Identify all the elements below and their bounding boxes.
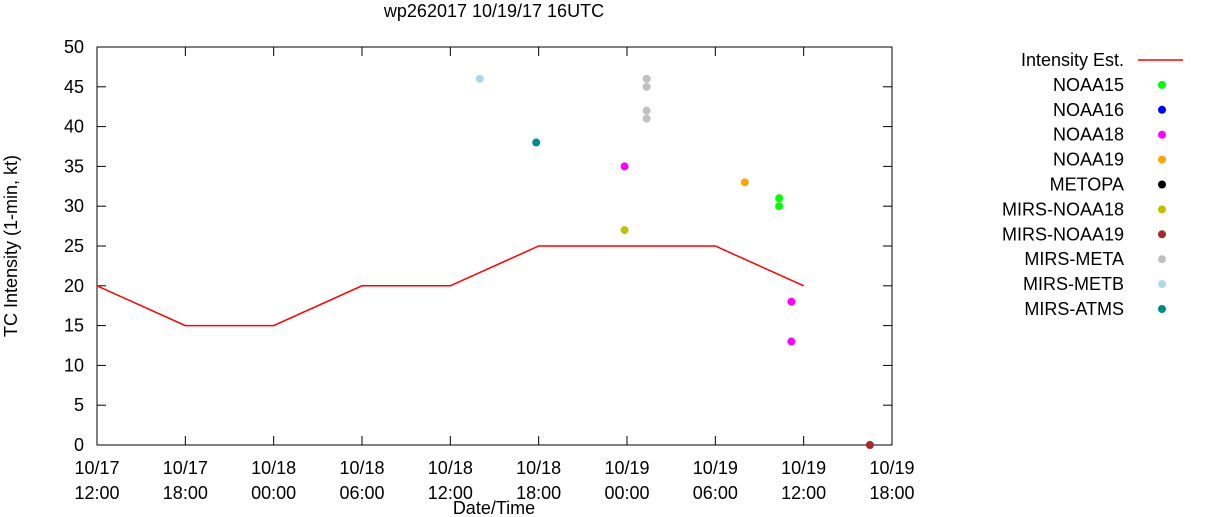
legend-label: Intensity Est. bbox=[1021, 50, 1124, 70]
legend-marker bbox=[1158, 80, 1166, 89]
plot-frame bbox=[96, 46, 893, 446]
x-tick-label-date: 10/19 bbox=[693, 458, 738, 478]
y-tick-label: 35 bbox=[64, 156, 84, 176]
y-tick-label: 0 bbox=[74, 435, 84, 455]
y-tick-label: 20 bbox=[64, 276, 84, 296]
legend-label: MIRS-METB bbox=[1023, 274, 1124, 294]
legend-marker bbox=[1158, 230, 1166, 239]
legend-label: MIRS-NOAA19 bbox=[1002, 224, 1124, 244]
point-noaa15 bbox=[775, 202, 784, 211]
legend: Intensity Est. NOAA15 NOAA16 NOAA18 NOAA19 ME… bbox=[1002, 50, 1183, 319]
point-noaa18 bbox=[787, 337, 796, 346]
x-tick-label-date: 10/19 bbox=[869, 458, 914, 478]
x-tick-label-time: 06:00 bbox=[339, 483, 384, 503]
y-tick-label: 5 bbox=[74, 395, 84, 415]
x-tick-label-date: 10/19 bbox=[781, 458, 826, 478]
legend-label: NOAA16 bbox=[1053, 100, 1124, 120]
x-tick-label-time: 00:00 bbox=[604, 483, 649, 503]
point-mirs-noaa18 bbox=[620, 226, 629, 235]
x-tick-label-time: 06:00 bbox=[693, 483, 738, 503]
legend-marker bbox=[1158, 280, 1166, 289]
x-tick-label-date: 10/18 bbox=[339, 458, 384, 478]
point-mirs-meta bbox=[642, 106, 651, 115]
legend-label: METOPA bbox=[1050, 175, 1124, 195]
legend-marker bbox=[1158, 155, 1166, 164]
point-noaa15 bbox=[775, 194, 784, 203]
x-tick-label-date: 10/18 bbox=[516, 458, 561, 478]
legend-marker bbox=[1158, 105, 1166, 114]
x-axis: 10/17 12:00 10/17 18:00 10/18 00:00 10/18 06:00… bbox=[74, 47, 915, 503]
point-mirs-noaa19 bbox=[865, 441, 874, 449]
x-tick-label-date: 10/18 bbox=[428, 458, 473, 478]
x-tick-label-time: 18:00 bbox=[516, 483, 561, 503]
x-tick-label-time: 12:00 bbox=[781, 483, 826, 503]
y-tick-label: 10 bbox=[64, 355, 84, 375]
legend-marker bbox=[1158, 255, 1166, 264]
point-noaa18 bbox=[787, 297, 796, 306]
y-tick-label: 45 bbox=[64, 77, 84, 97]
x-tick-label-time: 18:00 bbox=[163, 483, 208, 503]
y-tick-label: 25 bbox=[64, 236, 84, 256]
y-tick-label: 15 bbox=[64, 316, 84, 336]
y-tick-label: 40 bbox=[64, 117, 84, 137]
legend-label: NOAA15 bbox=[1053, 75, 1124, 95]
legend-marker bbox=[1158, 305, 1166, 313]
legend-label: NOAA18 bbox=[1053, 125, 1124, 145]
legend-marker bbox=[1158, 180, 1166, 189]
legend-label: MIRS-META bbox=[1024, 249, 1124, 269]
legend-marker bbox=[1158, 130, 1166, 139]
point-mirs-meta bbox=[642, 82, 651, 91]
x-tick-label-time: 12:00 bbox=[428, 483, 473, 503]
plot-series bbox=[96, 74, 874, 449]
y-axis: 0 5 10 15 20 25 30 35 40 45 50 bbox=[64, 37, 892, 455]
chart-title: wp262017 10/19/17 16UTC bbox=[383, 1, 604, 21]
y-axis-label: TC Intensity (1-min, kt) bbox=[1, 155, 21, 337]
x-tick-label-date: 10/19 bbox=[604, 458, 649, 478]
point-noaa18 bbox=[620, 162, 629, 171]
legend-label: MIRS-ATMS bbox=[1024, 299, 1124, 319]
legend-marker bbox=[1158, 205, 1166, 214]
point-mirs-metb bbox=[475, 74, 484, 83]
x-tick-label-time: 18:00 bbox=[869, 483, 914, 503]
x-tick-label-date: 10/17 bbox=[74, 458, 119, 478]
legend-label: NOAA19 bbox=[1053, 150, 1124, 170]
point-mirs-atms bbox=[532, 138, 541, 147]
point-mirs-meta bbox=[642, 114, 651, 123]
x-tick-label-time: 12:00 bbox=[74, 483, 119, 503]
x-axis-label: Date/Time bbox=[453, 498, 535, 517]
y-tick-label: 30 bbox=[64, 196, 84, 216]
y-tick-label: 50 bbox=[64, 37, 84, 57]
x-tick-label-date: 10/18 bbox=[251, 458, 296, 478]
point-noaa19 bbox=[740, 178, 749, 187]
x-tick-label-time: 00:00 bbox=[251, 483, 296, 503]
intensity-line bbox=[96, 245, 805, 327]
x-tick-label-date: 10/17 bbox=[163, 458, 208, 478]
legend-label: MIRS-NOAA18 bbox=[1002, 199, 1124, 219]
point-mirs-meta bbox=[642, 74, 651, 83]
